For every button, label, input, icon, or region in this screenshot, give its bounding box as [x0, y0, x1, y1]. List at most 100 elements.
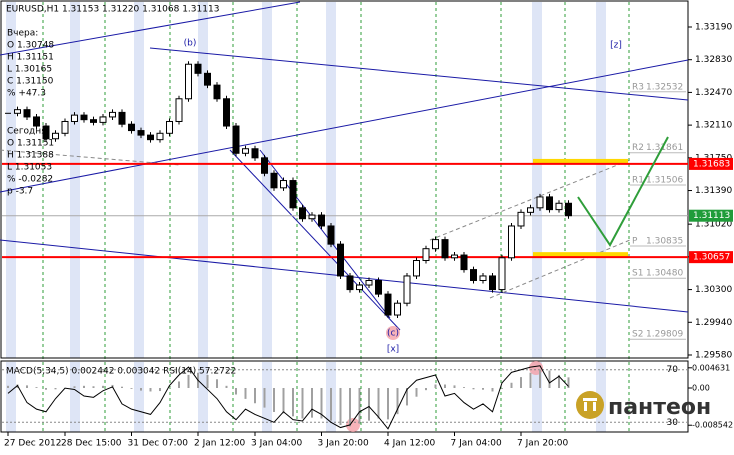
candle [460, 254, 468, 271]
candle [318, 214, 325, 227]
candle [137, 130, 145, 136]
candle [527, 207, 534, 213]
zone [533, 158, 628, 164]
sub-frame [0, 360, 689, 433]
candle [147, 134, 154, 141]
chart-title: EURUSD,H1 1.31153 1.31220 1.31068 1.3111… [6, 5, 219, 15]
candle [546, 196, 553, 211]
candle [270, 172, 278, 189]
candle [536, 196, 544, 209]
candle [175, 98, 183, 122]
session-band [134, 362, 144, 432]
pivot-value: 1.32532 [646, 82, 683, 92]
candle [194, 63, 202, 74]
price-label: 1.31683 [693, 159, 730, 169]
zone [533, 252, 628, 258]
sub-title: MACD(5,34,5) 0.002442 0.003042 RSI(14) 5… [6, 367, 236, 377]
pivot-value: 1.30480 [646, 269, 683, 279]
candle [508, 225, 515, 259]
pivot-value: 1.31506 [646, 175, 683, 185]
channel-line [0, 149, 181, 166]
logo: пантеон [576, 391, 711, 420]
pivot-value: 1.29809 [646, 330, 683, 340]
candle [156, 132, 164, 141]
forecast [577, 136, 669, 247]
candle [451, 254, 458, 259]
info-text: H 1.31151 [7, 53, 54, 63]
candle [61, 120, 69, 134]
session-band [532, 362, 542, 432]
candle [185, 63, 192, 100]
candle [261, 157, 268, 174]
candle [166, 120, 173, 134]
candle [565, 202, 572, 217]
logo-icon [593, 402, 596, 411]
x-tick-label: 3 Jan 20:00 [318, 439, 370, 449]
annotation: (c) [387, 329, 399, 339]
pivot-name: R3 [632, 82, 644, 92]
session-band [6, 362, 16, 432]
y-tick-label: 1.32470 [695, 88, 732, 98]
annotation: (b) [184, 39, 197, 49]
y-tick-label: 1.29940 [695, 318, 732, 328]
info-text: Вчера: [7, 29, 38, 39]
candle [80, 114, 88, 121]
session-band [70, 362, 80, 432]
logo-icon [583, 398, 597, 401]
candle [52, 132, 59, 140]
info-text: C 1.31150 [7, 77, 54, 87]
candle [346, 275, 354, 291]
candle [489, 275, 496, 291]
candle [498, 257, 506, 291]
session-band [262, 2, 272, 358]
candle [403, 275, 411, 304]
trend-line [259, 149, 391, 319]
session-band [326, 2, 336, 358]
trend-line [0, 59, 689, 193]
session-band [198, 362, 208, 432]
y2-tick-label: 0.00 [692, 383, 710, 392]
info-text: O 1.31151 [7, 139, 54, 149]
y-tick-label: 30 [667, 418, 679, 428]
y-tick-label: 1.29580 [695, 351, 732, 361]
candle [375, 279, 382, 295]
session-band [6, 2, 16, 358]
candle [213, 84, 221, 100]
channel-line [429, 159, 631, 241]
candle [289, 180, 297, 209]
candle [327, 225, 335, 245]
candle [280, 180, 287, 189]
candle [470, 269, 477, 281]
session-band [262, 362, 272, 432]
candle [441, 239, 449, 259]
info-text: Сегодня: [7, 127, 50, 137]
trend-line [149, 47, 689, 101]
y2-tick-label: 0.004631 [692, 363, 730, 372]
candle [432, 239, 439, 250]
pivot-name: R2 [632, 143, 644, 153]
candle [90, 119, 97, 123]
candle [384, 293, 392, 316]
y-tick-label: 1.33190 [695, 22, 732, 32]
x-tick-label: 28 Dec 15:00 [61, 439, 122, 449]
x-tick-label: 7 Jan 20:00 [517, 439, 569, 449]
trend-line [229, 149, 401, 331]
candle [517, 211, 525, 227]
candle [14, 109, 21, 114]
candle [204, 72, 211, 86]
candle [118, 111, 126, 125]
candle [128, 123, 135, 132]
y-tick-label: 70 [667, 365, 679, 375]
x-tick-label: 7 Jan 04:00 [451, 439, 503, 449]
info-text: % +47.3 [7, 89, 46, 99]
session-band [134, 2, 144, 358]
price-box [689, 251, 733, 264]
info-text: O 1.30748 [7, 41, 54, 51]
candle [23, 109, 31, 118]
candle [308, 214, 316, 220]
y-tick-label: 1.32110 [695, 121, 732, 131]
candle [33, 116, 40, 127]
session-band [532, 2, 542, 358]
